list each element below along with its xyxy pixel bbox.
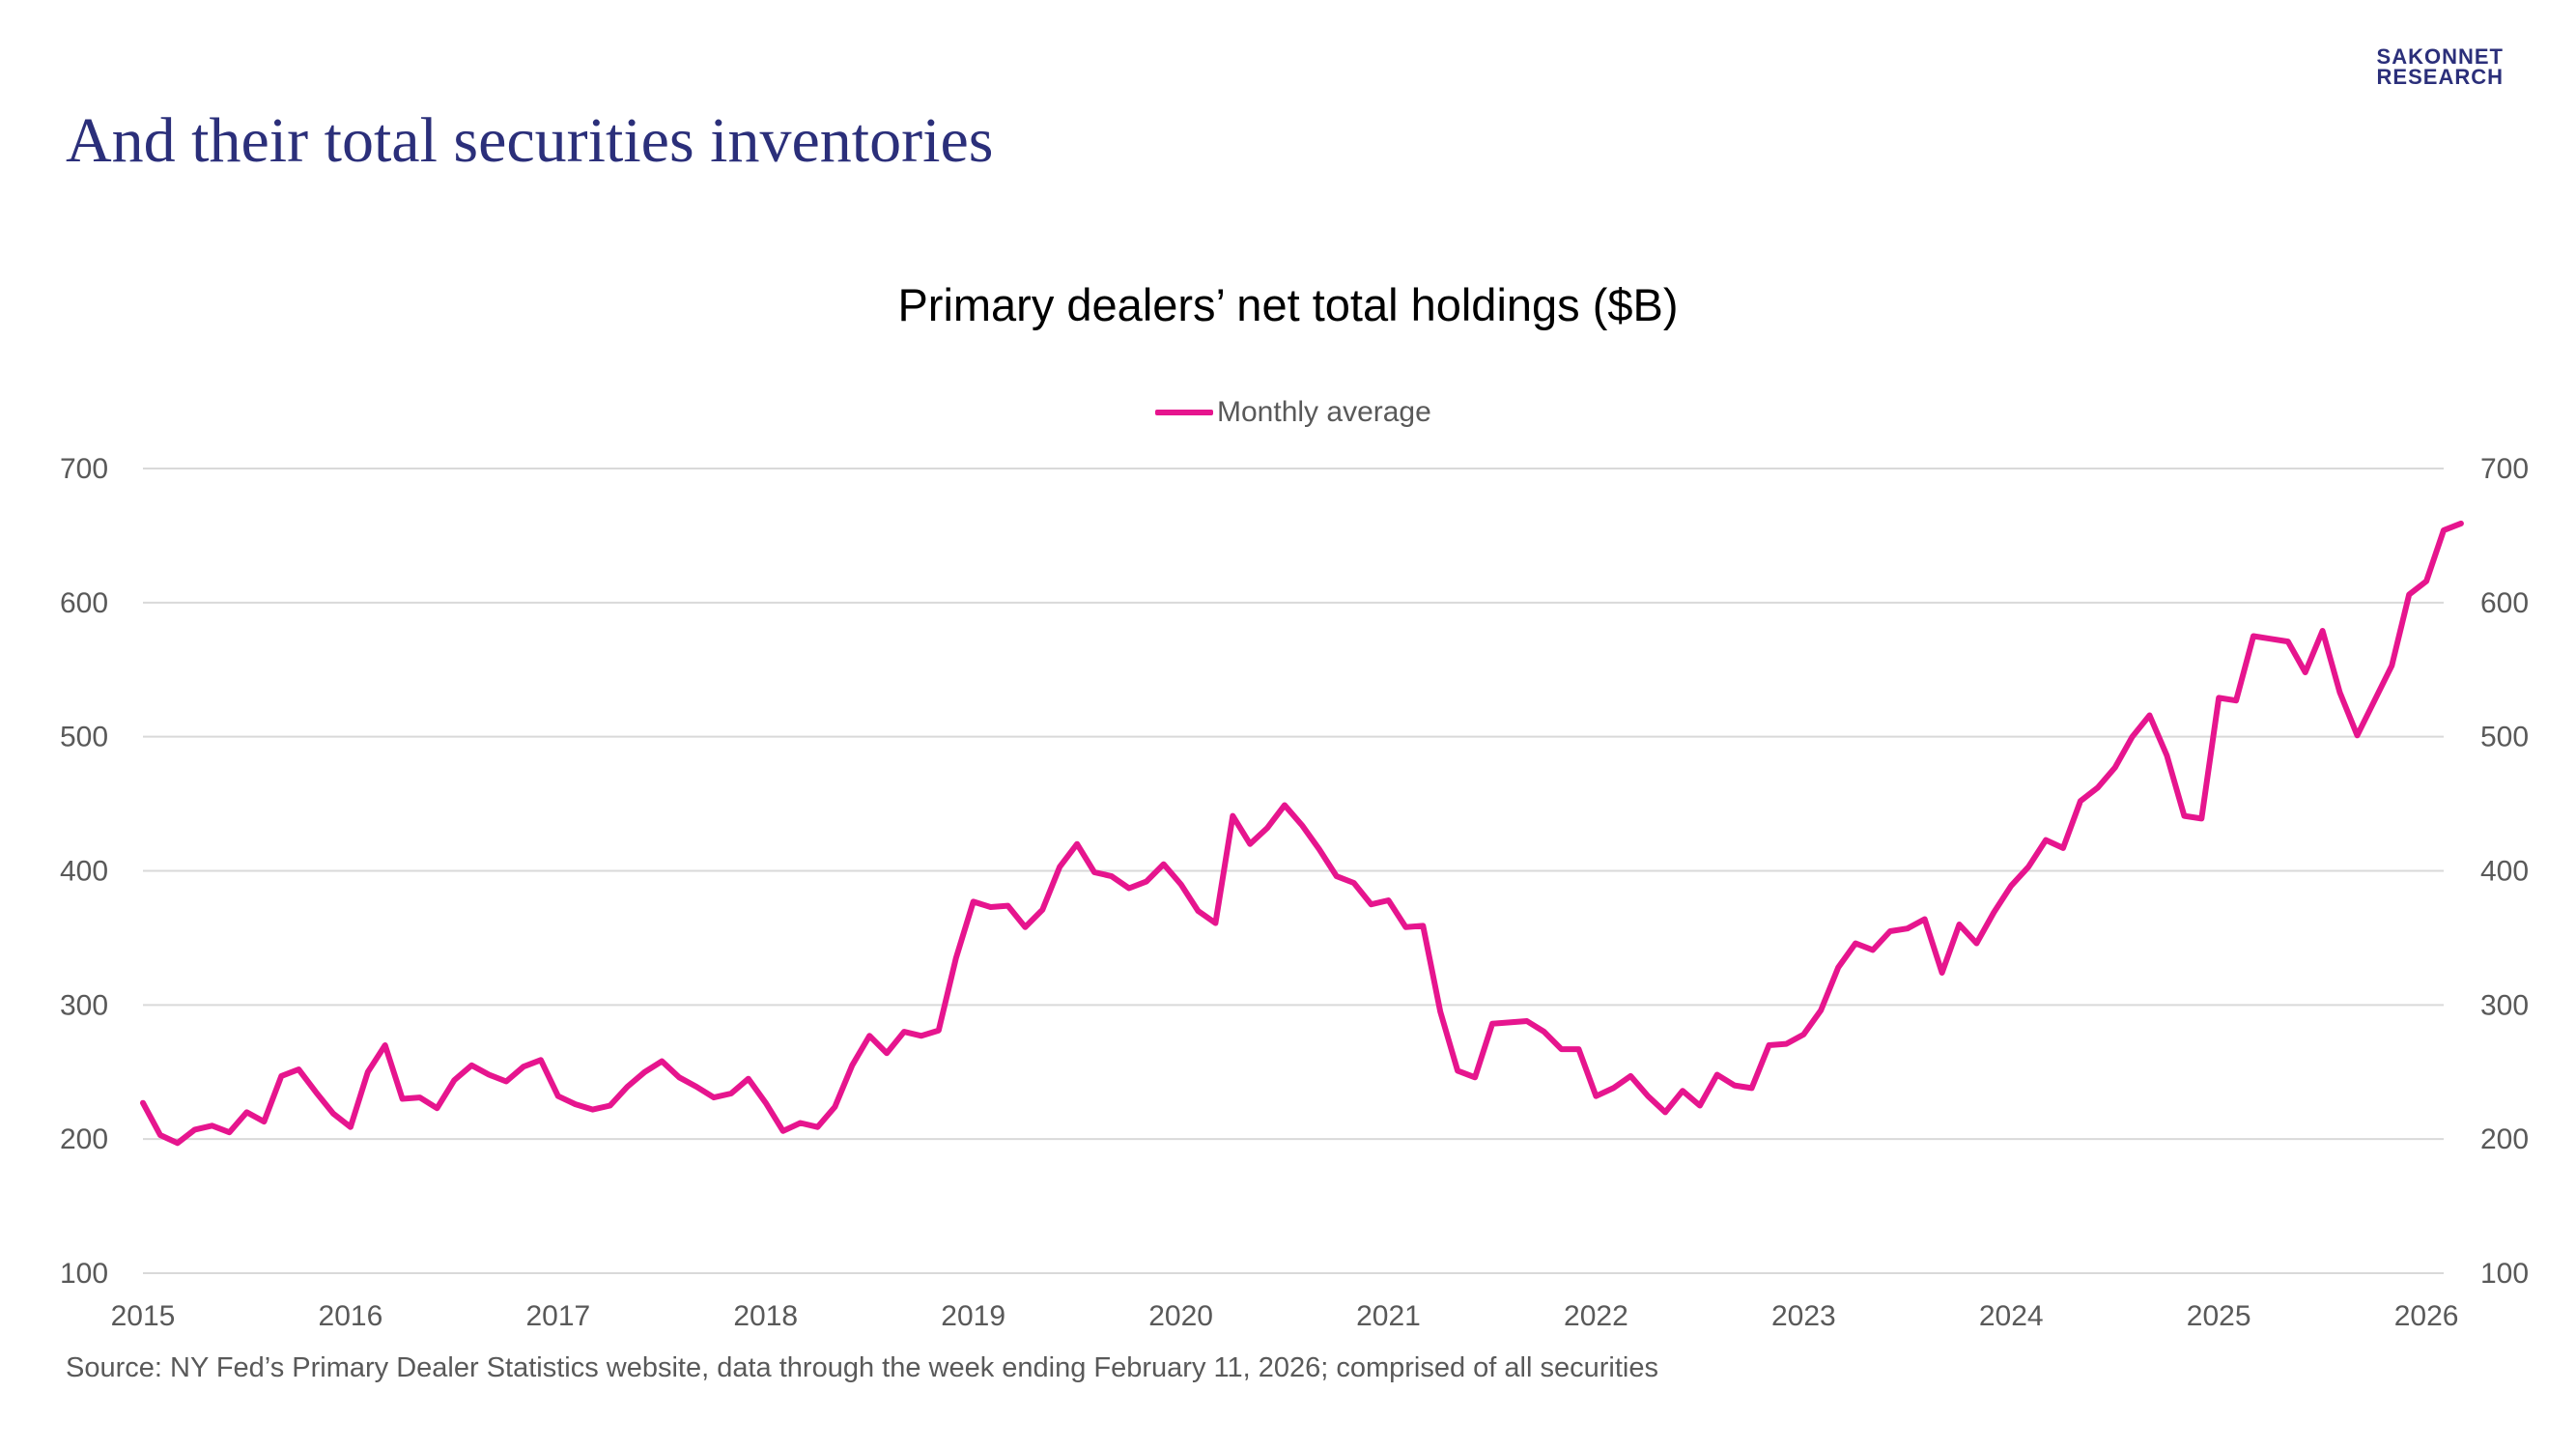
y-tick-label-left: 100 [60, 1258, 108, 1290]
x-tick-label: 2025 [2187, 1300, 2251, 1332]
x-tick-label: 2018 [733, 1300, 798, 1332]
y-tick-label-left: 200 [60, 1123, 108, 1155]
x-tick-label: 2020 [1148, 1300, 1213, 1332]
x-tick-label: 2023 [1771, 1300, 1836, 1332]
y-tick-label-left: 600 [60, 587, 108, 619]
x-tick-label: 2022 [1564, 1300, 1628, 1332]
y-tick-label-right: 100 [2480, 1258, 2529, 1290]
logo-line-2: RESEARCH [2376, 65, 2504, 89]
series-line [140, 520, 2464, 1147]
axis-ticks: 100 100 200 200 300 300 400 400 500 500 600 600 700 7… [60, 453, 2529, 1332]
y-tick-label-right: 600 [2480, 587, 2529, 619]
x-tick-label: 2017 [525, 1300, 590, 1332]
y-tick-label-right: 700 [2480, 453, 2529, 485]
slide-title: And their total securities inventories [66, 105, 994, 176]
y-tick-label-right: 400 [2480, 856, 2529, 888]
chart-title: Primary dealers’ net total holdings ($B) [897, 279, 1679, 330]
source-note: Source: NY Fed’s Primary Dealer Statisti… [66, 1352, 1658, 1383]
y-tick-label-right: 200 [2480, 1123, 2529, 1155]
x-tick-label: 2026 [2394, 1300, 2459, 1332]
legend-swatch [1155, 410, 1213, 415]
gridlines [143, 468, 2444, 1274]
y-tick-label-left: 400 [60, 856, 108, 888]
x-tick-label: 2021 [1356, 1300, 1421, 1332]
x-tick-label: 2015 [111, 1300, 176, 1332]
y-tick-label-left: 300 [60, 989, 108, 1021]
y-tick-label-right: 300 [2480, 989, 2529, 1021]
logo-line-1: SAKONNET [2376, 44, 2504, 69]
y-tick-label-right: 500 [2480, 722, 2529, 753]
x-tick-label: 2016 [319, 1300, 383, 1332]
series-layer [140, 520, 2464, 1147]
sakonnet-research-logo: SAKONNET RESEARCH [2376, 44, 2504, 89]
legend-label: Monthly average [1217, 396, 1431, 428]
y-tick-label-left: 700 [60, 453, 108, 485]
x-tick-label: 2019 [941, 1300, 1005, 1332]
x-tick-label: 2024 [1979, 1300, 2044, 1332]
y-tick-label-left: 500 [60, 722, 108, 753]
chart-legend: Monthly average [1155, 396, 1431, 429]
